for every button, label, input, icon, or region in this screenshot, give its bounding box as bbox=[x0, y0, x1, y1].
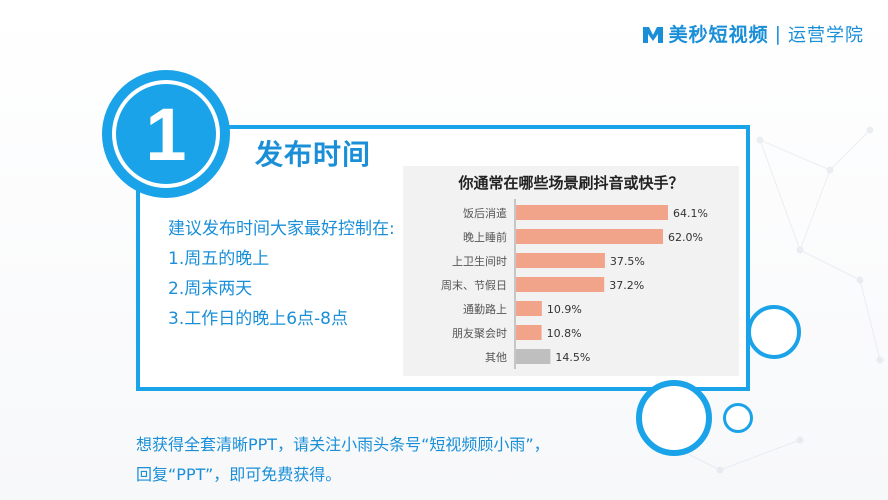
brand-logo-icon bbox=[642, 26, 663, 43]
section-title: 发布时间 bbox=[255, 138, 372, 171]
network-decoration bbox=[636, 126, 884, 474]
chart-category-label: 周末、节假日 bbox=[441, 278, 507, 292]
chart-category-label: 朋友聚会时 bbox=[452, 326, 507, 340]
chart-bar bbox=[516, 301, 542, 316]
brand-header: 美秒短视频 | 运营学院 bbox=[641, 20, 864, 47]
chart-category-label: 饭后消遣 bbox=[463, 206, 507, 220]
footer-note: 想获得全套清晰PPT，请关注小雨头条号“短视频顾小雨”， 回复“PPT”，即可免… bbox=[136, 430, 550, 490]
tip-item: 2.周末两天 bbox=[168, 279, 253, 299]
tip-item: 3.工作日的晚上6点-8点 bbox=[168, 309, 348, 329]
brand-name: 美秒短视频 bbox=[668, 24, 769, 46]
chart-value-label: 64.1% bbox=[673, 207, 708, 220]
chart-plot: 饭后消遣 64.1% 晚上睡前 62.0% 上卫生间时 37.5% 周末、节假日 37.2% 通… bbox=[441, 199, 708, 369]
tip-item: 1.周五的晚上 bbox=[168, 249, 270, 269]
chart-bar bbox=[516, 349, 551, 364]
tips-list: 建议发布时间大家最好控制在: 1.周五的晚上 2.周末两天 3.工作日的晚上6点… bbox=[168, 214, 395, 334]
chart-category-label: 上卫生间时 bbox=[452, 254, 507, 268]
chart-value-label: 14.5% bbox=[555, 351, 590, 364]
brand-subtitle: 运营学院 bbox=[788, 24, 864, 46]
brand-separator: | bbox=[774, 22, 782, 45]
chart-value-label: 62.0% bbox=[668, 231, 703, 244]
decor-circle-medium bbox=[747, 305, 801, 359]
chart-category-label: 通勤路上 bbox=[463, 303, 507, 316]
chart-value-label: 10.9% bbox=[547, 303, 582, 316]
chart-value-label: 37.2% bbox=[609, 279, 644, 292]
chart-value-label: 37.5% bbox=[610, 255, 645, 268]
chart-category-label: 晚上睡前 bbox=[463, 230, 507, 244]
footer-line-1: 想获得全套清晰PPT，请关注小雨头条号“短视频顾小雨”， bbox=[136, 435, 550, 454]
chart-bar bbox=[516, 277, 605, 292]
tips-intro: 建议发布时间大家最好控制在: bbox=[168, 219, 395, 239]
scene-bar-chart: 你通常在哪些场景刷抖音或快手？ 饭后消遣 64.1% 晚上睡前 62.0% 上卫生间时 3… bbox=[403, 166, 739, 376]
decor-circle-large bbox=[636, 380, 712, 456]
chart-bar bbox=[516, 205, 668, 220]
chart-bar bbox=[516, 229, 664, 244]
chart-title: 你通常在哪些场景刷抖音或快手？ bbox=[458, 174, 684, 192]
decor-circle-small bbox=[723, 403, 753, 433]
section-number: 1 bbox=[112, 80, 220, 188]
chart-bar bbox=[516, 253, 605, 268]
chart-bar bbox=[516, 325, 542, 340]
chart-value-label: 10.8% bbox=[547, 327, 582, 340]
chart-category-label: 其他 bbox=[485, 351, 507, 364]
footer-line-2: 回复“PPT”，即可免费获得。 bbox=[136, 465, 342, 484]
